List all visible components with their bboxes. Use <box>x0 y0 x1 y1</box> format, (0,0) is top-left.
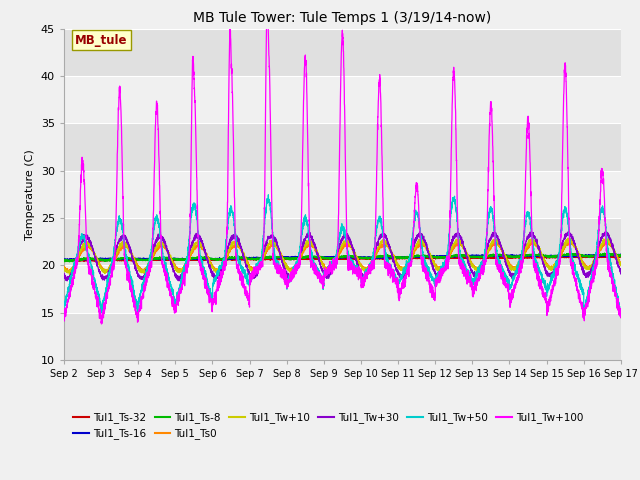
Bar <box>64 312 621 360</box>
Bar <box>64 265 621 312</box>
Bar <box>64 171 621 218</box>
Legend: Tul1_Ts-32, Tul1_Ts-16, Tul1_Ts-8, Tul1_Ts0, Tul1_Tw+10, Tul1_Tw+30, Tul1_Tw+50,: Tul1_Ts-32, Tul1_Ts-16, Tul1_Ts-8, Tul1_… <box>69 408 588 444</box>
Bar <box>64 29 621 76</box>
Bar <box>64 123 621 171</box>
Bar <box>64 76 621 123</box>
Bar <box>64 218 621 265</box>
Title: MB Tule Tower: Tule Temps 1 (3/19/14-now): MB Tule Tower: Tule Temps 1 (3/19/14-now… <box>193 11 492 25</box>
Y-axis label: Temperature (C): Temperature (C) <box>26 149 35 240</box>
Text: MB_tule: MB_tule <box>75 34 127 47</box>
